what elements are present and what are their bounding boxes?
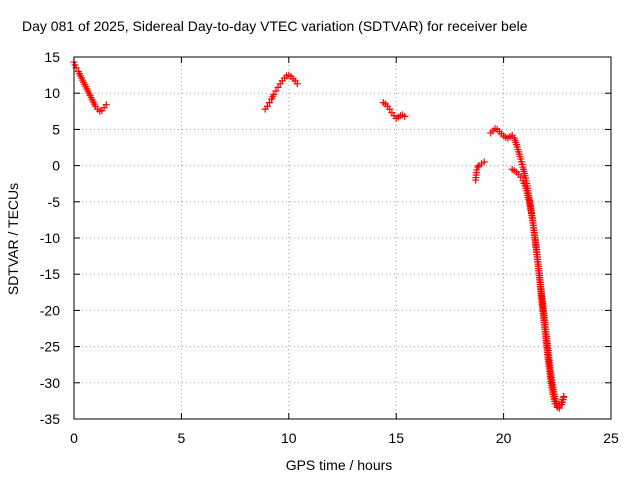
y-tick-label: -5 [48,194,61,210]
y-tick-label: -35 [40,411,60,427]
x-tick-label: 25 [603,430,619,446]
y-tick-label: 15 [44,49,60,65]
data-point [517,173,525,181]
x-tick-label: 10 [281,430,297,446]
data-point [401,112,409,120]
data-point [263,102,271,110]
data-point [272,87,280,95]
data-point [474,163,482,171]
data-points [70,58,568,412]
y-tick-label: -10 [40,230,60,246]
data-point [102,101,110,109]
x-tick-label: 0 [70,430,78,446]
data-point [555,402,563,410]
y-tick-label: 10 [44,85,60,101]
y-tick-label: 5 [52,121,60,137]
x-tick-label: 15 [388,430,404,446]
y-tick-label: -15 [40,266,60,282]
grid [74,57,611,419]
y-axis-label: SDTVAR / TECUs [5,183,21,295]
data-point [293,80,301,88]
x-tick-label: 5 [178,430,186,446]
data-point [270,91,278,99]
data-point [560,393,568,401]
y-tick-label: -25 [40,339,60,355]
chart-title: Day 081 of 2025, Sidereal Day-to-day VTE… [22,18,528,34]
x-tick-label: 20 [496,430,512,446]
data-point [265,99,273,107]
data-point [274,83,282,91]
y-tick-label: 0 [52,158,60,174]
y-tick-label: -20 [40,302,60,318]
tick-labels: 0 5 10 15 20 25 -35 -30 -25 -20 -15 -10 -5 0 5 10 15 [40,49,619,446]
data-point [551,400,559,408]
data-point [480,158,488,166]
axis-ticks [73,56,612,420]
data-point [386,105,394,113]
x-axis-label: GPS time / hours [286,457,393,473]
y-tick-label: -30 [40,375,60,391]
